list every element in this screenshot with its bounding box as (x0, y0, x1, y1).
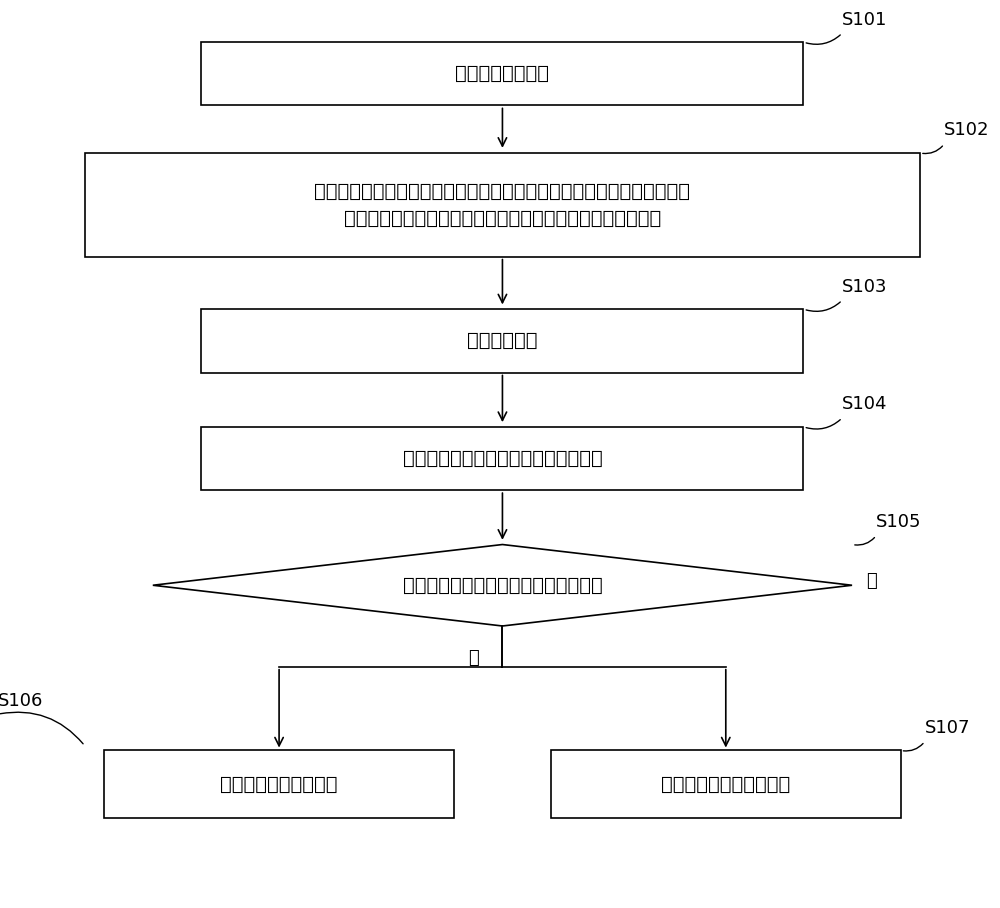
Text: 否: 否 (866, 572, 877, 589)
Text: 根据环境光的光强，调整光源的强度，以使第一图像中至少部分第一工件
的第一灰度值及至少部分定位治具的第二灰度值达到预设标准: 根据环境光的光强，调整光源的强度，以使第一图像中至少部分第一工件 的第一灰度值及… (314, 183, 690, 228)
Text: S103: S103 (842, 278, 888, 296)
Text: S106: S106 (0, 692, 43, 710)
Text: S104: S104 (842, 395, 888, 413)
Text: S101: S101 (842, 11, 888, 28)
FancyBboxPatch shape (104, 750, 454, 818)
FancyBboxPatch shape (201, 309, 803, 372)
FancyBboxPatch shape (551, 750, 901, 818)
Text: 计量第一工件相对定位治具的第一角度: 计量第一工件相对定位治具的第一角度 (403, 449, 602, 468)
Text: S107: S107 (925, 719, 970, 737)
Polygon shape (153, 545, 852, 626)
Text: 获取第一图像: 获取第一图像 (467, 331, 538, 350)
FancyBboxPatch shape (201, 427, 803, 490)
Text: 确定第一工件定位不合格: 确定第一工件定位不合格 (661, 775, 790, 794)
Text: 判断第一角度是否与第一预设角度相等: 判断第一角度是否与第一预设角度相等 (403, 576, 602, 595)
FancyBboxPatch shape (201, 42, 803, 105)
Text: S102: S102 (944, 122, 990, 140)
Text: S105: S105 (876, 513, 922, 531)
Text: 是: 是 (468, 648, 479, 666)
Text: 确定第一工件定位合格: 确定第一工件定位合格 (220, 775, 338, 794)
FancyBboxPatch shape (85, 153, 920, 257)
Text: 获取环境光的光强: 获取环境光的光强 (455, 64, 549, 84)
